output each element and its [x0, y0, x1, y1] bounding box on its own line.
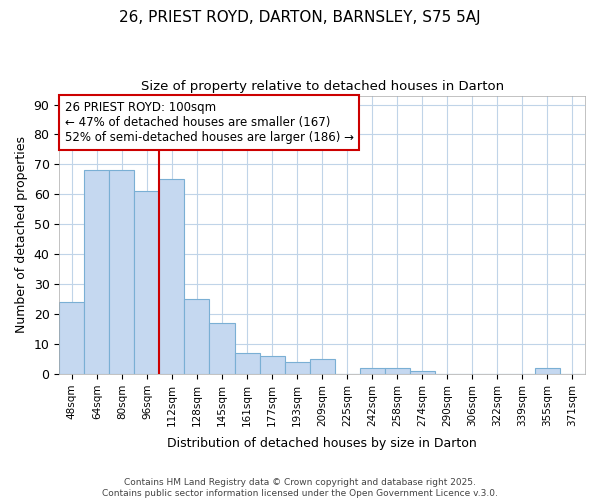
Bar	[410, 371, 435, 374]
Bar	[359, 368, 385, 374]
Title: Size of property relative to detached houses in Darton: Size of property relative to detached ho…	[140, 80, 504, 93]
Text: 26, PRIEST ROYD, DARTON, BARNSLEY, S75 5AJ: 26, PRIEST ROYD, DARTON, BARNSLEY, S75 5…	[119, 10, 481, 25]
Y-axis label: Number of detached properties: Number of detached properties	[15, 136, 28, 334]
Bar	[310, 359, 335, 374]
Bar	[284, 362, 310, 374]
X-axis label: Distribution of detached houses by size in Darton: Distribution of detached houses by size …	[167, 437, 477, 450]
Bar	[109, 170, 134, 374]
Bar	[85, 170, 109, 374]
Text: 26 PRIEST ROYD: 100sqm
← 47% of detached houses are smaller (167)
52% of semi-de: 26 PRIEST ROYD: 100sqm ← 47% of detached…	[65, 101, 353, 144]
Text: Contains HM Land Registry data © Crown copyright and database right 2025.
Contai: Contains HM Land Registry data © Crown c…	[102, 478, 498, 498]
Bar	[59, 302, 85, 374]
Bar	[535, 368, 560, 374]
Bar	[260, 356, 284, 374]
Bar	[160, 180, 184, 374]
Bar	[134, 192, 160, 374]
Bar	[209, 323, 235, 374]
Bar	[235, 353, 260, 374]
Bar	[184, 299, 209, 374]
Bar	[385, 368, 410, 374]
